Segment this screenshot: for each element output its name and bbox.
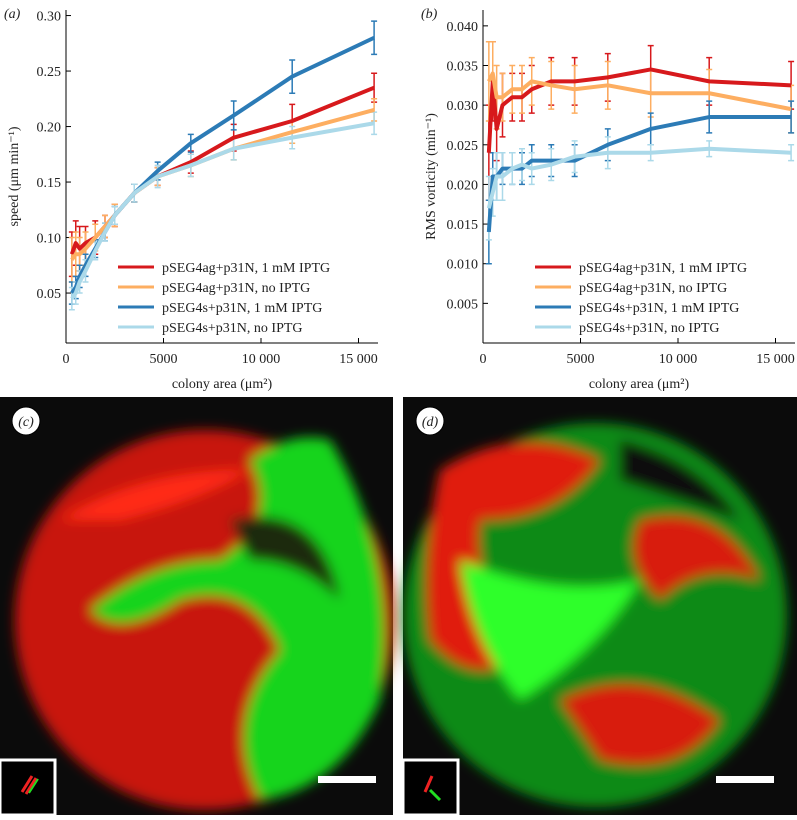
line	[486, 146, 792, 209]
y-axis-label: speed (μm min⁻¹)	[7, 126, 22, 226]
x-tick-label: 0	[63, 352, 70, 367]
legend-label: pSEG4s+p31N, no IPTG	[579, 321, 720, 336]
legend-label: pSEG4s+p31N, 1 mM IPTG	[162, 301, 322, 316]
x-axis-label: colony area (μm²)	[589, 377, 690, 392]
line	[486, 115, 792, 233]
y-tick-label: 0.025	[447, 139, 479, 154]
image-c: (c)	[0, 397, 395, 817]
legend-label: pSEG4ag+p31N, no IPTG	[579, 281, 727, 296]
y-tick-label: 0.035	[447, 60, 479, 75]
x-tick-label: 10 000	[242, 352, 281, 367]
y-tick-label: 0.30	[37, 10, 62, 25]
y-tick-label: 0.010	[447, 258, 479, 273]
y-tick-label: 0.030	[447, 99, 479, 114]
line	[486, 67, 792, 153]
legend-label: pSEG4ag+p31N, 1 mM IPTG	[162, 261, 330, 276]
y-tick-label: 0.040	[447, 20, 479, 35]
y-tick-label: 0.25	[37, 65, 62, 80]
legend-label: pSEG4ag+p31N, no IPTG	[162, 281, 310, 296]
line	[487, 71, 792, 112]
image-d: (d)	[401, 397, 797, 817]
legend-label: pSEG4ag+p31N, 1 mM IPTG	[579, 261, 747, 276]
y-tick-label: 0.020	[447, 178, 479, 193]
legend-label: pSEG4s+p31N, 1 mM IPTG	[579, 301, 739, 316]
error-bar	[788, 144, 795, 162]
panel-label: (d)	[422, 415, 439, 430]
x-tick-label: 10 000	[659, 352, 698, 367]
panel-label: (b)	[421, 7, 438, 22]
line	[70, 121, 375, 300]
y-tick-label: 0.005	[447, 297, 479, 312]
x-tick-label: 5000	[150, 352, 178, 367]
y-tick-label: 0.05	[37, 287, 62, 302]
x-tick-label: 15 000	[756, 352, 795, 367]
legend-label: pSEG4s+p31N, no IPTG	[162, 321, 303, 336]
y-tick-label: 0.015	[447, 218, 479, 233]
panel-label: (c)	[18, 415, 34, 430]
line	[70, 35, 375, 295]
x-tick-label: 5000	[567, 352, 595, 367]
y-tick-label: 0.10	[37, 232, 62, 247]
x-axis-label: colony area (μm²)	[172, 377, 273, 392]
line	[69, 85, 375, 255]
x-tick-label: 0	[480, 352, 487, 367]
panel-label: (a)	[4, 7, 21, 22]
x-tick-label: 15 000	[339, 352, 378, 367]
y-tick-label: 0.15	[37, 176, 62, 191]
y-tick-label: 0.20	[37, 121, 62, 136]
y-axis-label: RMS vorticity (min⁻¹)	[424, 113, 439, 240]
